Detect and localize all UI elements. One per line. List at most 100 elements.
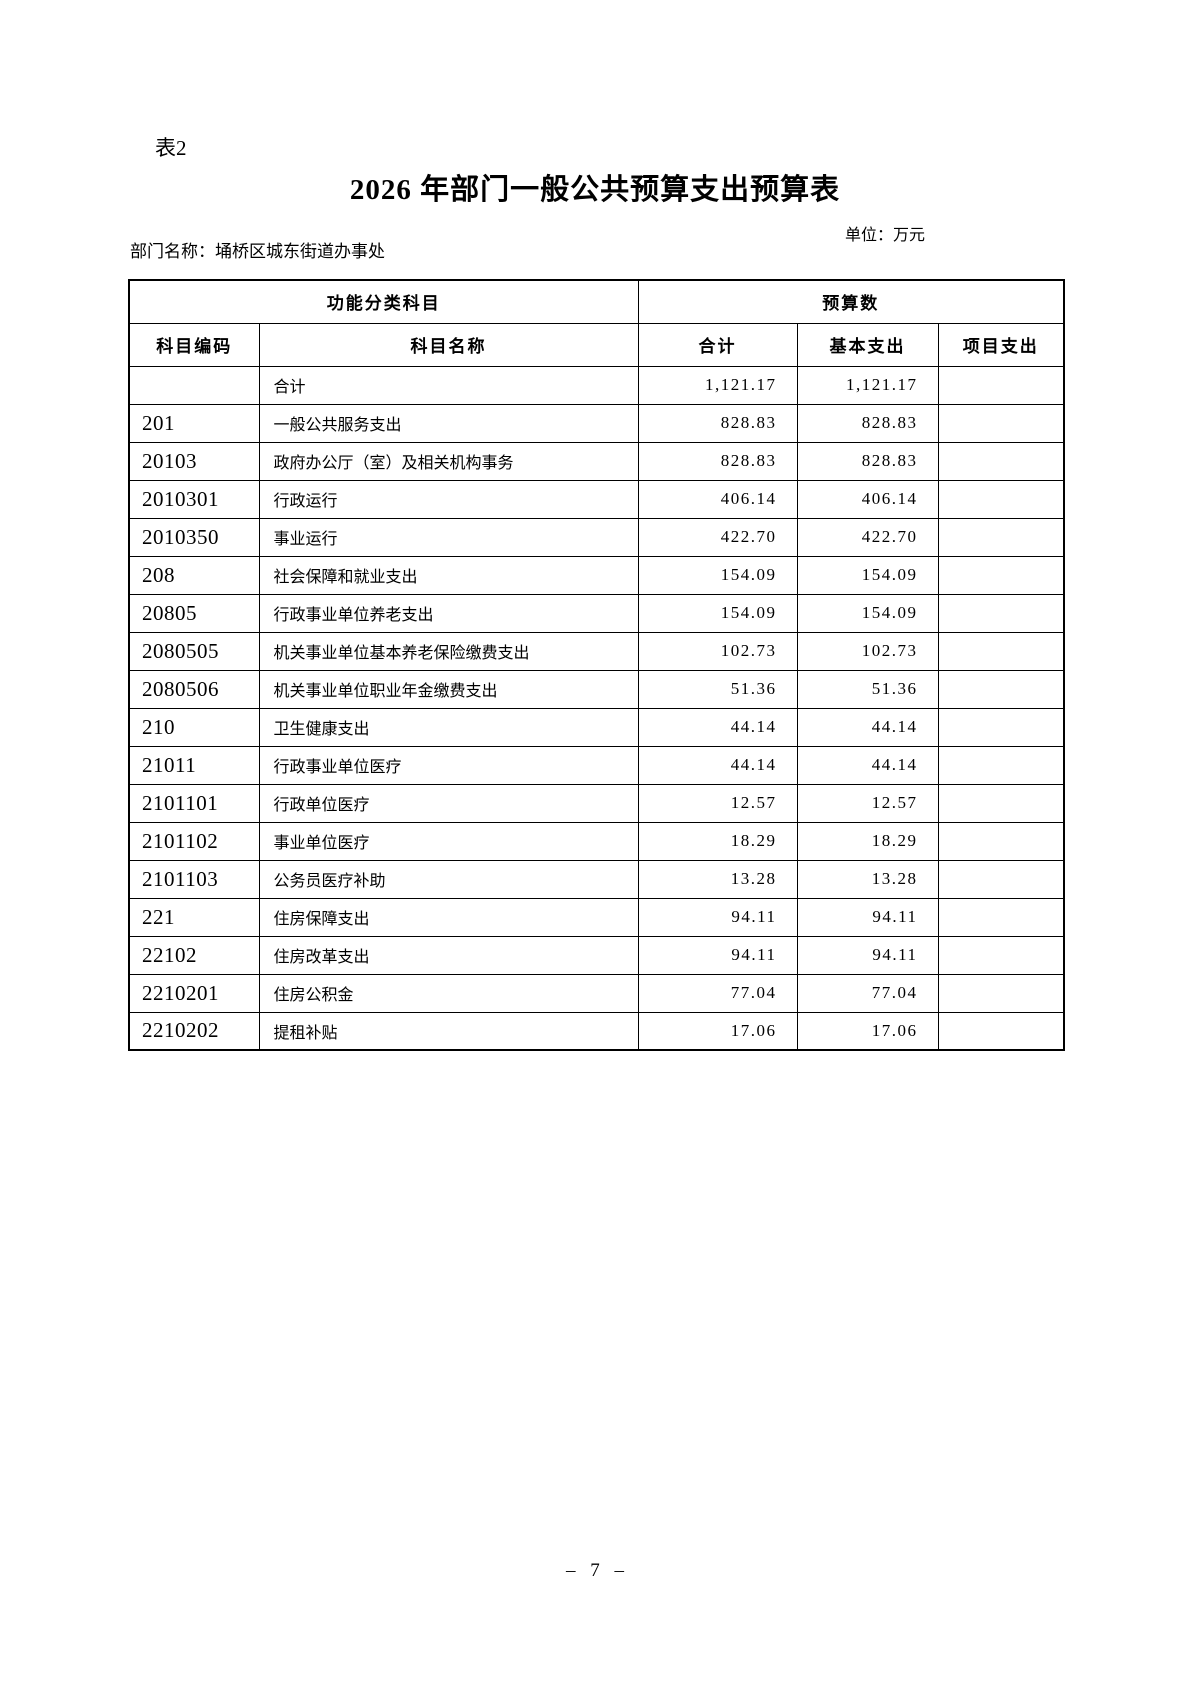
header-functional-classification: 功能分类科目 [128, 279, 639, 324]
basic-expenditure-cell: 51.36 [796, 669, 939, 709]
table-row: 208 社会保障和就业支出 154.09 154.09 [128, 555, 1065, 595]
table-row: 2080506 机关事业单位职业年金缴费支出 51.36 51.36 [128, 669, 1065, 709]
total-value-cell: 422.70 [637, 517, 798, 557]
basic-expenditure-cell: 17.06 [796, 1011, 939, 1051]
project-expenditure-cell [937, 403, 1065, 443]
table-number-label: 表2 [155, 136, 187, 160]
subject-name-cell: 公务员医疗补助 [258, 859, 639, 899]
subject-name-cell: 行政事业单位养老支出 [258, 593, 639, 633]
budget-table: 功能分类科目 预算数 科目编码 科目名称 合计 基本支出 项目支出 合计 1,1… [128, 279, 1065, 1051]
table-row: 2210201 住房公积金 77.04 77.04 [128, 973, 1065, 1013]
table-body: 合计 1,121.17 1,121.17 201 一般公共服务支出 828.83… [128, 365, 1065, 1051]
subject-code-cell: 2080506 [128, 669, 260, 709]
basic-expenditure-cell: 828.83 [796, 403, 939, 443]
table-row: 2010350 事业运行 422.70 422.70 [128, 517, 1065, 557]
subject-code-cell: 21011 [128, 745, 260, 785]
project-expenditure-cell [937, 669, 1065, 709]
basic-expenditure-cell: 406.14 [796, 479, 939, 519]
subject-code-cell [128, 365, 260, 405]
subject-code-cell: 2010350 [128, 517, 260, 557]
header-columns-row: 科目编码 科目名称 合计 基本支出 项目支出 [128, 322, 1065, 367]
header-group-row: 功能分类科目 预算数 [128, 279, 1065, 324]
basic-expenditure-cell: 422.70 [796, 517, 939, 557]
subject-code-cell: 22102 [128, 935, 260, 975]
subject-name-cell: 住房公积金 [258, 973, 639, 1013]
header-total: 合计 [637, 322, 798, 367]
subject-code-cell: 2210201 [128, 973, 260, 1013]
project-expenditure-cell [937, 707, 1065, 747]
subject-name-cell: 住房改革支出 [258, 935, 639, 975]
subject-name-cell: 合计 [258, 365, 639, 405]
subject-code-cell: 201 [128, 403, 260, 443]
header-project-expenditure: 项目支出 [937, 322, 1065, 367]
total-value-cell: 828.83 [637, 441, 798, 481]
table-row: 2101102 事业单位医疗 18.29 18.29 [128, 821, 1065, 861]
page-number: – 7 – [566, 1560, 624, 1581]
subject-name-cell: 一般公共服务支出 [258, 403, 639, 443]
project-expenditure-cell [937, 935, 1065, 975]
subject-name-cell: 政府办公厅（室）及相关机构事务 [258, 441, 639, 481]
header-subject-name: 科目名称 [258, 322, 639, 367]
table-row: 22102 住房改革支出 94.11 94.11 [128, 935, 1065, 975]
total-value-cell: 44.14 [637, 707, 798, 747]
subject-name-cell: 机关事业单位职业年金缴费支出 [258, 669, 639, 709]
table-row: 20103 政府办公厅（室）及相关机构事务 828.83 828.83 [128, 441, 1065, 481]
total-value-cell: 77.04 [637, 973, 798, 1013]
table-row: 合计 1,121.17 1,121.17 [128, 365, 1065, 405]
table-row: 210 卫生健康支出 44.14 44.14 [128, 707, 1065, 747]
subject-name-cell: 事业运行 [258, 517, 639, 557]
total-value-cell: 94.11 [637, 897, 798, 937]
project-expenditure-cell [937, 745, 1065, 785]
project-expenditure-cell [937, 555, 1065, 595]
subject-code-cell: 20103 [128, 441, 260, 481]
total-value-cell: 154.09 [637, 555, 798, 595]
total-value-cell: 1,121.17 [637, 365, 798, 405]
header-budget-amount: 预算数 [637, 279, 1065, 324]
table-row: 2101103 公务员医疗补助 13.28 13.28 [128, 859, 1065, 899]
subject-name-cell: 住房保障支出 [258, 897, 639, 937]
basic-expenditure-cell: 154.09 [796, 555, 939, 595]
subject-code-cell: 2010301 [128, 479, 260, 519]
project-expenditure-cell [937, 1011, 1065, 1051]
table-row: 201 一般公共服务支出 828.83 828.83 [128, 403, 1065, 443]
table-row: 2210202 提租补贴 17.06 17.06 [128, 1011, 1065, 1051]
subject-name-cell: 行政单位医疗 [258, 783, 639, 823]
subject-name-cell: 卫生健康支出 [258, 707, 639, 747]
total-value-cell: 154.09 [637, 593, 798, 633]
table-row: 20805 行政事业单位养老支出 154.09 154.09 [128, 593, 1065, 633]
unit-label: 单位：万元 [845, 227, 926, 244]
subject-name-cell: 提租补贴 [258, 1011, 639, 1051]
project-expenditure-cell [937, 973, 1065, 1013]
project-expenditure-cell [937, 479, 1065, 519]
project-expenditure-cell [937, 631, 1065, 671]
total-value-cell: 18.29 [637, 821, 798, 861]
project-expenditure-cell [937, 517, 1065, 557]
basic-expenditure-cell: 94.11 [796, 897, 939, 937]
total-value-cell: 51.36 [637, 669, 798, 709]
basic-expenditure-cell: 828.83 [796, 441, 939, 481]
basic-expenditure-cell: 1,121.17 [796, 365, 939, 405]
project-expenditure-cell [937, 783, 1065, 823]
project-expenditure-cell [937, 859, 1065, 899]
subject-code-cell: 210 [128, 707, 260, 747]
total-value-cell: 102.73 [637, 631, 798, 671]
table-row: 2101101 行政单位医疗 12.57 12.57 [128, 783, 1065, 823]
table-row: 221 住房保障支出 94.11 94.11 [128, 897, 1065, 937]
subject-code-cell: 2080505 [128, 631, 260, 671]
basic-expenditure-cell: 102.73 [796, 631, 939, 671]
header-subject-code: 科目编码 [128, 322, 260, 367]
total-value-cell: 17.06 [637, 1011, 798, 1051]
project-expenditure-cell [937, 441, 1065, 481]
header-basic-expenditure: 基本支出 [796, 322, 939, 367]
project-expenditure-cell [937, 897, 1065, 937]
subject-code-cell: 2101101 [128, 783, 260, 823]
basic-expenditure-cell: 94.11 [796, 935, 939, 975]
project-expenditure-cell [937, 821, 1065, 861]
subject-code-cell: 20805 [128, 593, 260, 633]
subject-code-cell: 221 [128, 897, 260, 937]
total-value-cell: 94.11 [637, 935, 798, 975]
subject-name-cell: 事业单位医疗 [258, 821, 639, 861]
subject-code-cell: 2210202 [128, 1011, 260, 1051]
total-value-cell: 12.57 [637, 783, 798, 823]
